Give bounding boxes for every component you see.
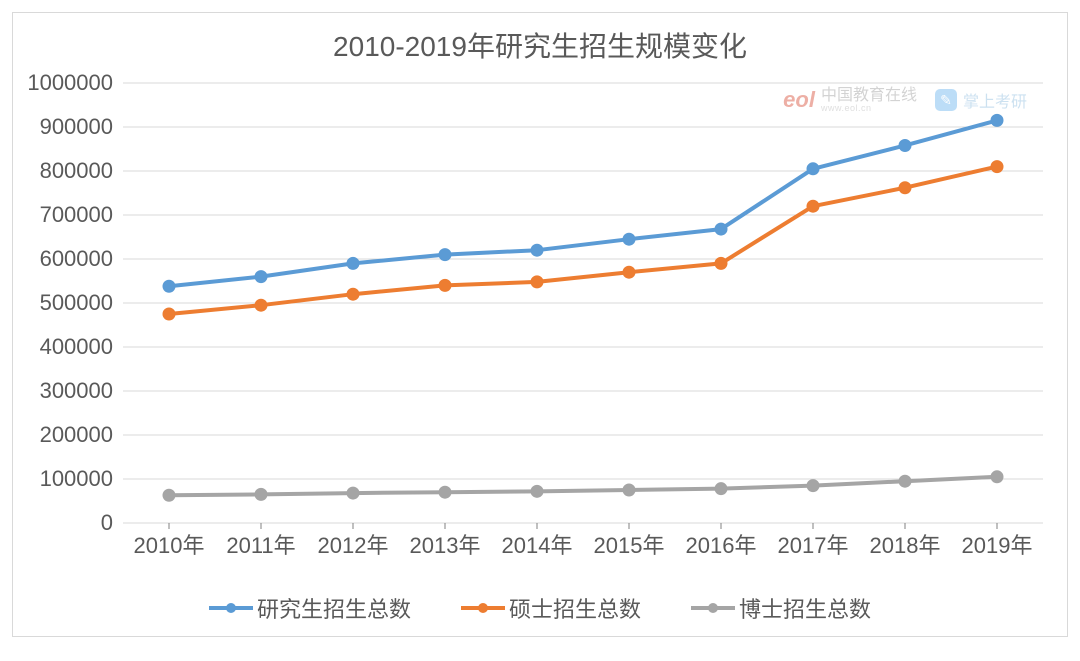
legend-item-phd: 博士招生总数 xyxy=(691,592,871,624)
svg-text:300000: 300000 xyxy=(40,378,113,403)
svg-text:2018年: 2018年 xyxy=(870,533,941,558)
svg-text:400000: 400000 xyxy=(40,334,113,359)
legend-swatch-master xyxy=(461,606,505,610)
svg-text:100000: 100000 xyxy=(40,466,113,491)
svg-text:2013年: 2013年 xyxy=(410,533,481,558)
chart-container: 2010-2019年研究生招生规模变化 eol 中国教育在线 www.eol.c… xyxy=(12,12,1068,637)
svg-text:200000: 200000 xyxy=(40,422,113,447)
plot-area: 0100000200000300000400000500000600000700… xyxy=(123,83,1043,523)
svg-text:2010年: 2010年 xyxy=(134,533,205,558)
svg-text:600000: 600000 xyxy=(40,246,113,271)
svg-text:2015年: 2015年 xyxy=(594,533,665,558)
legend-item-master: 硕士招生总数 xyxy=(461,592,641,624)
legend-label-total: 研究生招生总数 xyxy=(257,592,411,624)
legend-label-phd: 博士招生总数 xyxy=(739,592,871,624)
svg-text:2011年: 2011年 xyxy=(226,533,295,558)
svg-text:2016年: 2016年 xyxy=(686,533,757,558)
legend-swatch-phd xyxy=(691,606,735,610)
chart-svg: 0 100000 200000 300000 400000 500000 600000 700… xyxy=(13,13,1069,573)
svg-text:2014年: 2014年 xyxy=(502,533,573,558)
svg-text:900000: 900000 xyxy=(40,114,113,139)
svg-text:0: 0 xyxy=(101,510,113,535)
legend-item-total: 研究生招生总数 xyxy=(209,592,411,624)
svg-text:800000: 800000 xyxy=(40,158,113,183)
svg-text:500000: 500000 xyxy=(40,290,113,315)
svg-text:2019年: 2019年 xyxy=(962,533,1033,558)
svg-text:1000000: 1000000 xyxy=(27,70,113,95)
legend: 研究生招生总数 硕士招生总数 博士招生总数 xyxy=(13,592,1067,624)
svg-text:2012年: 2012年 xyxy=(318,533,389,558)
svg-text:2017年: 2017年 xyxy=(778,533,849,558)
legend-label-master: 硕士招生总数 xyxy=(509,592,641,624)
svg-text:700000: 700000 xyxy=(40,202,113,227)
legend-swatch-total xyxy=(209,606,253,610)
